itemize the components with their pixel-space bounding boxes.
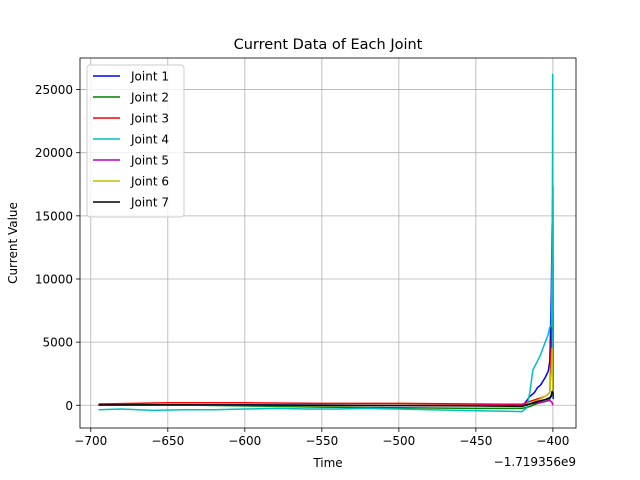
y-axis-label: Current Value: [6, 202, 20, 284]
series-line-joint-4: [98, 73, 554, 413]
legend-label-joint-5: Joint 5: [130, 154, 169, 168]
x-tick-label: −500: [382, 434, 415, 448]
legend-box: [86, 64, 185, 218]
x-tick-label: −450: [459, 434, 492, 448]
axis-ticks: −700 −650 −600 −550 −500 −450 −400 0 5000 10000 15…: [35, 83, 570, 448]
x-axis-label: Time: [312, 456, 342, 470]
series-line-joint-7: [98, 390, 554, 408]
legend-label-joint-2: Joint 2: [130, 91, 169, 105]
x-tick-label: −600: [228, 434, 261, 448]
legend-label-joint-7: Joint 7: [130, 196, 169, 210]
legend-label-joint-6: Joint 6: [130, 175, 169, 189]
x-tick-label: −400: [536, 434, 569, 448]
x-axis-offset-label: −1.719356e9: [494, 455, 576, 469]
x-tick-label: −700: [74, 434, 107, 448]
legend-label-joint-4: Joint 4: [130, 133, 169, 147]
y-tick-label: 5000: [42, 336, 73, 350]
x-tick-label: −650: [151, 434, 184, 448]
chart-title: Current Data of Each Joint: [234, 37, 423, 53]
series-lines: [98, 73, 554, 413]
legend-label-joint-1: Joint 1: [130, 70, 169, 84]
y-tick-label: 15000: [35, 209, 73, 223]
legend-label-joint-3: Joint 3: [130, 112, 169, 126]
y-tick-label: 20000: [35, 146, 73, 160]
plot-frame: [79, 57, 577, 429]
x-tick-label: −550: [305, 434, 338, 448]
y-tick-label: 0: [65, 399, 73, 413]
series-line-joint-3: [98, 314, 554, 406]
y-tick-label: 25000: [35, 83, 73, 97]
legend: Joint 1 Joint 2 Joint 3 Joint 4 Joint 5 Joint…: [86, 64, 185, 218]
y-tick-label: 10000: [35, 272, 73, 286]
